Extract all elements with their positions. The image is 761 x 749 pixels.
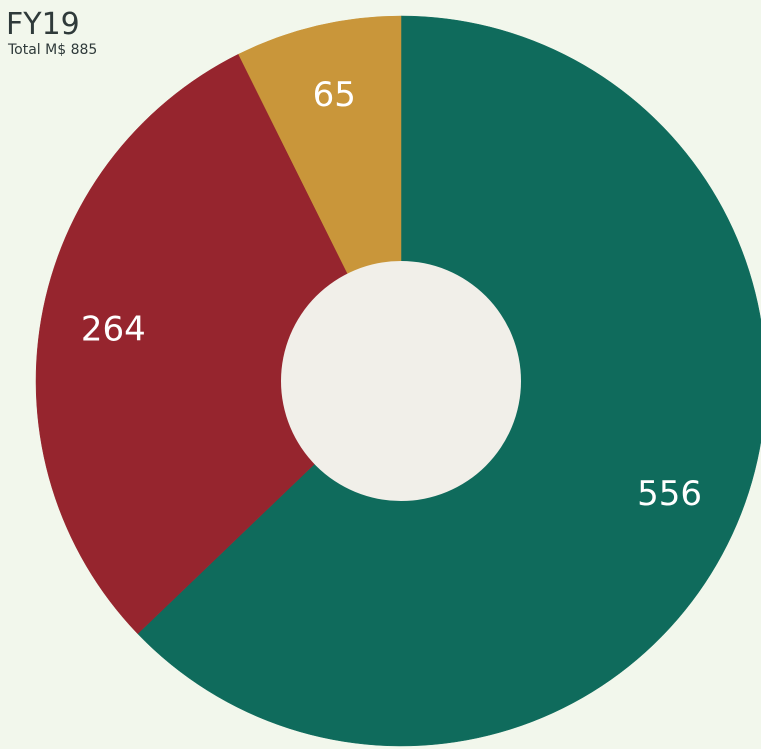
chart-subtitle: Total M$ 885 — [7, 42, 97, 58]
slice-label: 65 — [313, 75, 356, 115]
donut-slice — [35, 53, 402, 635]
slice-label: 556 — [637, 474, 702, 514]
chart-title: FY19 — [6, 7, 80, 42]
donut-hole — [281, 261, 521, 501]
slice-label: 264 — [81, 309, 146, 349]
labels: 556 264 65 — [81, 75, 702, 514]
